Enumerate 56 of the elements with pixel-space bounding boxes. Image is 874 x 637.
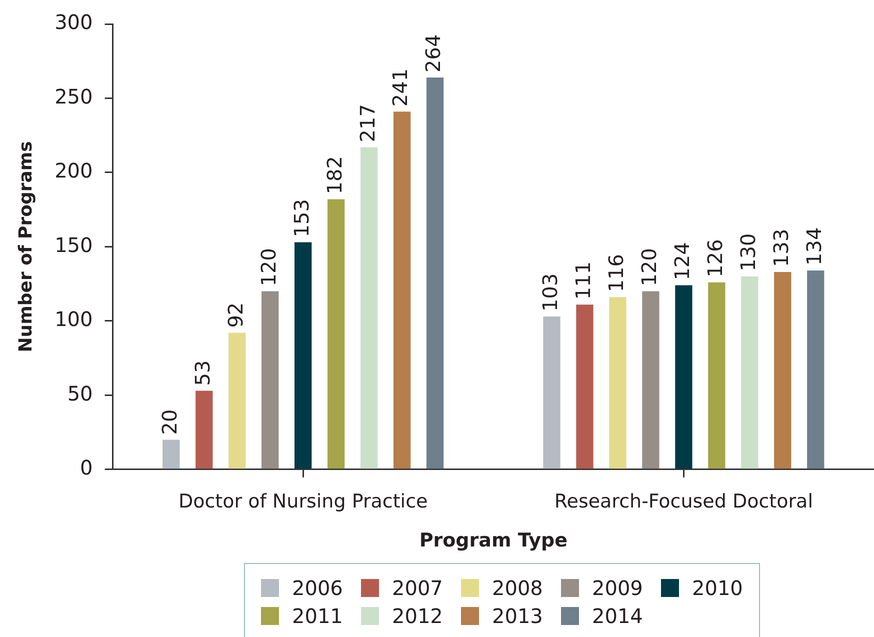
bar: [327, 199, 345, 469]
bar: [741, 276, 758, 469]
data-label: 182: [322, 156, 346, 194]
data-label: 134: [802, 227, 826, 266]
legend-label: 2006: [292, 576, 343, 600]
bar: [774, 272, 792, 469]
x-tick-label: Doctor of Nursing Practice: [178, 490, 428, 513]
y-tick-label: 250: [54, 84, 93, 108]
legend-label: 2008: [492, 576, 543, 600]
legend-label: 2012: [392, 604, 443, 628]
bar: [228, 332, 246, 469]
bar: [576, 304, 594, 469]
data-label: 126: [702, 239, 727, 278]
y-axis-title: Number of Programs: [15, 141, 36, 352]
bar: [642, 291, 660, 469]
bar: [708, 282, 726, 469]
legend-label: 2014: [592, 604, 643, 628]
data-label: 116: [604, 254, 628, 292]
bar: [807, 270, 824, 469]
data-label: 120: [636, 248, 661, 286]
data-label: 124: [670, 242, 694, 280]
data-label: 264: [421, 34, 446, 72]
data-label: 217: [355, 104, 380, 142]
bar: [675, 285, 692, 469]
bar: [162, 440, 180, 469]
bar: [360, 147, 378, 469]
x-axis-title: Program Type: [419, 530, 568, 552]
bar: [262, 291, 279, 469]
y-tick-label: 0: [80, 456, 93, 480]
bar: [426, 77, 444, 469]
data-label: 130: [736, 233, 760, 272]
data-label: 133: [768, 228, 793, 267]
legend-label: 2013: [492, 604, 543, 628]
y-tick-label: 300: [54, 10, 93, 34]
bar: [294, 242, 312, 469]
legend-label: 2009: [592, 576, 643, 600]
legend-label: 2011: [292, 604, 343, 628]
data-label: 92: [223, 302, 248, 328]
data-label: 53: [190, 360, 214, 386]
legend-label: 2010: [692, 576, 743, 600]
data-label: 103: [538, 273, 562, 312]
y-tick-label: 150: [54, 232, 93, 257]
legend-label: 2007: [392, 576, 443, 600]
data-label: 120: [256, 248, 280, 286]
bar: [196, 390, 213, 469]
y-tick-label: 200: [54, 158, 93, 183]
bar: [393, 112, 411, 469]
y-tick-label: 50: [67, 381, 93, 406]
data-label: 111: [570, 261, 595, 300]
x-tick-label: Research-Focused Doctoral: [554, 490, 813, 513]
data-label: 241: [388, 68, 412, 107]
bar: [543, 316, 560, 469]
data-label: 153: [289, 199, 314, 238]
bar: [609, 297, 626, 469]
data-label: 20: [157, 409, 182, 435]
y-tick-label: 100: [54, 307, 93, 332]
